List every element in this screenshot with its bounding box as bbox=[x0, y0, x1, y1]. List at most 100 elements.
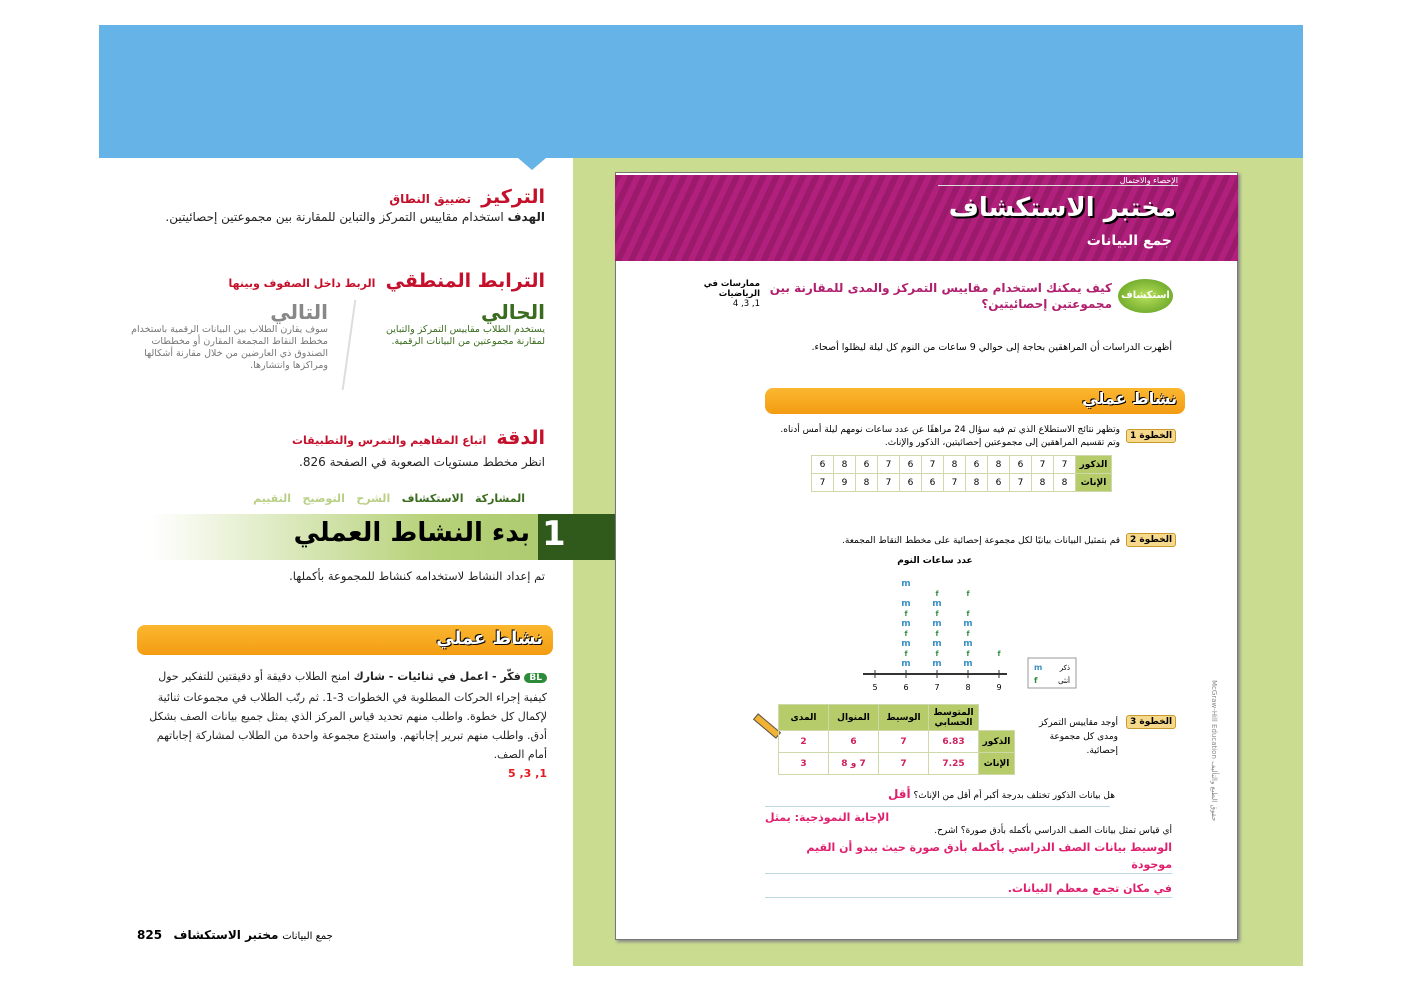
table-cell: 7 bbox=[878, 730, 929, 753]
corner-cell bbox=[979, 705, 1015, 731]
a1: أقل bbox=[887, 787, 911, 801]
lab-title: مختبر الاستكشاف bbox=[948, 193, 1176, 223]
table-cell: 7 bbox=[878, 752, 929, 775]
x-tick-label: 7 bbox=[934, 683, 939, 692]
footer-title: مختبر الاستكشاف bbox=[173, 928, 279, 942]
bl-badge: BL bbox=[524, 673, 547, 683]
a2-line1: الوسيط بيانات الصف الدراسي بأكمله بأدق ص… bbox=[765, 839, 1172, 874]
data-point-f: f bbox=[904, 650, 908, 658]
column-header: المدى bbox=[778, 704, 829, 731]
data-point-m: m bbox=[901, 579, 910, 589]
now-text: يستخدم الطلاب مقاييس التمركز والتباين لم… bbox=[386, 324, 545, 347]
data-point-m: m bbox=[901, 599, 910, 609]
data-point-f: f bbox=[966, 590, 970, 598]
column-header: المتوسط الحسابي bbox=[928, 704, 979, 731]
table-cell: 9 bbox=[833, 473, 856, 492]
page-footer: 825 جمع البيانات مختبر الاستكشاف bbox=[137, 928, 333, 942]
a2-label: الإجابة النموذجية: يمثل bbox=[765, 811, 890, 824]
data-point-f: f bbox=[935, 630, 939, 638]
data-point-m: m bbox=[901, 659, 910, 669]
row-label: الإناث bbox=[1075, 473, 1112, 492]
table-cell: 7 bbox=[921, 455, 944, 474]
data-point-m: m bbox=[932, 619, 941, 629]
row-label: الذكور bbox=[1075, 455, 1112, 474]
data-point-m: m bbox=[932, 659, 941, 669]
column-header: الوسيط bbox=[878, 704, 929, 731]
table-cell: 7 bbox=[811, 473, 834, 492]
activity-body: BL فكّر - اعمل في ثنائيات - شارك امنح ال… bbox=[137, 667, 547, 783]
measures-table: المتوسط الحسابي الوسيط المنوال المدى الذكور 6… bbox=[778, 704, 1015, 775]
table-cell: 6.83 bbox=[928, 730, 979, 753]
kicker: الإحصاء والاحتمال bbox=[938, 176, 1178, 186]
x-tick-label: 8 bbox=[965, 683, 970, 692]
step3-badge: الخطوة 3 bbox=[1126, 715, 1177, 729]
table-cell: 6 bbox=[811, 455, 834, 474]
table-cell: 7 bbox=[877, 455, 900, 474]
table-cell: 6 bbox=[987, 473, 1010, 492]
phase-engage: المشاركة bbox=[475, 492, 525, 505]
section-number: 1 bbox=[538, 514, 615, 560]
data-point-m: m bbox=[932, 599, 941, 609]
row-label: الإناث bbox=[978, 752, 1015, 775]
coherence-subtitle: الربط داخل الصفوف وبينها bbox=[228, 277, 376, 290]
table-cell: 6 bbox=[899, 455, 922, 474]
focus-title: التركيز bbox=[481, 186, 545, 208]
essential-question: كيف يمكنك استخدام مقاييس التمركز والمدى … bbox=[769, 281, 1112, 311]
column-header: المنوال bbox=[828, 704, 879, 731]
q1-text: هل بيانات الذكور تختلف بدرجة أكبر أم أقل… bbox=[913, 791, 1116, 801]
table-row: الذكور 6.83 7 6 2 bbox=[778, 730, 1015, 753]
phase-nav: المشاركة الاستكشاف الشرح التوضيح التقييم bbox=[180, 492, 525, 505]
table-cell: 7 bbox=[943, 473, 966, 492]
activity-bold: فكّر - اعمل في ثنائيات - شارك bbox=[353, 670, 521, 683]
table-row: الإناث 8 8 7 6 8 7 6 6 7 8 9 7 bbox=[811, 473, 1112, 492]
rigor-title: الدقة bbox=[496, 427, 545, 449]
chart-title: عدد ساعات النوم bbox=[897, 556, 972, 566]
data-point-f: f bbox=[997, 650, 1001, 658]
data-point-m: m bbox=[901, 639, 910, 649]
table-cell: 6 bbox=[899, 473, 922, 492]
footer-subtitle: جمع البيانات bbox=[282, 931, 333, 942]
q2: أي قياس تمثل بيانات الصف الدراسي بأكمله … bbox=[934, 826, 1172, 836]
copyright: McGraw-Hill Education حقوق الطبع والتألي… bbox=[1210, 680, 1218, 822]
rigor-subtitle: اتباع المفاهيم والتمرس والتطبيقات bbox=[291, 434, 487, 447]
mp-refs: 1, 3, 5 bbox=[508, 767, 547, 780]
data-point-m: m bbox=[963, 639, 972, 649]
x-tick-label: 6 bbox=[903, 683, 908, 692]
step3-text: أوجد مقاييس التمركز ومدى كل مجموعة إحصائ… bbox=[1038, 718, 1118, 756]
data-point-f: f bbox=[935, 610, 939, 618]
table-cell: 7 و 8 bbox=[828, 752, 879, 775]
answers-block: هل بيانات الذكور تختلف بدرجة أكبر أم أقل… bbox=[765, 787, 1115, 801]
next-title: التالي bbox=[270, 300, 328, 324]
header-band bbox=[99, 25, 1303, 158]
step2-text: قم بتمثيل البيانات بيانيًا لكل مجموعة إح… bbox=[842, 536, 1120, 546]
lab-banner: الإحصاء والاحتمال مختبر الاستكشاف جمع ال… bbox=[615, 175, 1238, 261]
coherence-title: الترابط المنطقي bbox=[385, 270, 545, 292]
table-cell: 6 bbox=[921, 473, 944, 492]
row-label: الذكور bbox=[978, 730, 1015, 753]
inquiry-badge: استكشاف bbox=[1118, 279, 1173, 313]
lab-activity-header: نشاط عملي bbox=[765, 388, 1185, 414]
coherence-section: الترابط المنطقي الربط داخل الصفوف وبينها bbox=[140, 270, 545, 292]
next-column: التالي سوف يقارن الطلاب بين البيانات الر… bbox=[130, 300, 328, 372]
x-tick-label: 5 bbox=[872, 683, 877, 692]
data-point-f: f bbox=[904, 610, 908, 618]
activity-header: نشاط عملي bbox=[137, 625, 553, 655]
phase-explain: الشرح bbox=[356, 492, 391, 505]
data-point-f: f bbox=[966, 610, 970, 618]
answer-line bbox=[765, 806, 1110, 807]
table-cell: 8 bbox=[1053, 473, 1076, 492]
table-cell: 7 bbox=[1053, 455, 1076, 474]
answer2-block: الإجابة النموذجية: يمثل أي قياس تمثل بيا… bbox=[765, 811, 1172, 898]
legend-symbol: f bbox=[1034, 676, 1038, 685]
header-row: المتوسط الحسابي الوسيط المنوال المدى bbox=[778, 704, 1015, 731]
header-notch bbox=[518, 158, 546, 170]
phase-explore: الاستكشاف bbox=[401, 492, 464, 505]
page-number: 825 bbox=[137, 928, 163, 942]
now-title: الحالي bbox=[480, 300, 545, 324]
table-cell: 7 bbox=[1009, 473, 1032, 492]
goal-text: استخدام مقاييس التمركز والتباين للمقارنة… bbox=[165, 210, 504, 224]
mp-refs-right: 1, 3, 4 bbox=[732, 299, 760, 309]
data-point-f: f bbox=[966, 650, 970, 658]
